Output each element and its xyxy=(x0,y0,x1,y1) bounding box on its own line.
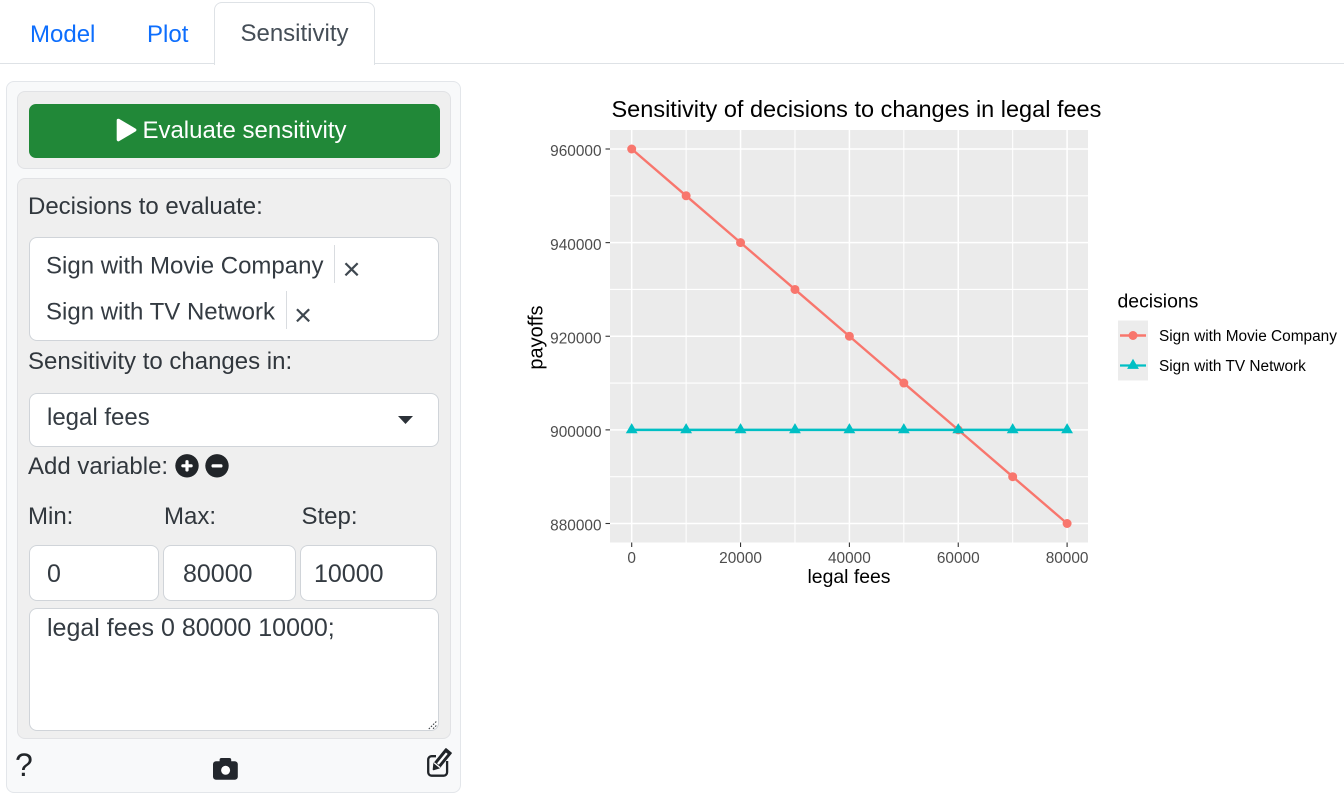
svg-text:Sensitivity of decisions to ch: Sensitivity of decisions to changes in l… xyxy=(612,96,1102,122)
svg-text:payoffs: payoffs xyxy=(526,305,548,369)
svg-text:40000: 40000 xyxy=(828,550,871,567)
svg-text:880000: 880000 xyxy=(550,518,601,535)
svg-text:legal fees: legal fees xyxy=(807,566,890,588)
svg-text:940000: 940000 xyxy=(550,237,601,254)
svg-text:920000: 920000 xyxy=(550,331,601,348)
svg-text:60000: 60000 xyxy=(937,550,980,567)
svg-text:Sign with TV Network: Sign with TV Network xyxy=(1159,358,1306,375)
svg-text:decisions: decisions xyxy=(1118,291,1199,313)
svg-text:20000: 20000 xyxy=(719,550,762,567)
svg-text:0: 0 xyxy=(627,550,636,567)
svg-text:Sign with Movie Company: Sign with Movie Company xyxy=(1159,328,1337,345)
svg-text:960000: 960000 xyxy=(550,143,601,160)
svg-text:80000: 80000 xyxy=(1046,550,1089,567)
svg-text:900000: 900000 xyxy=(550,424,601,441)
